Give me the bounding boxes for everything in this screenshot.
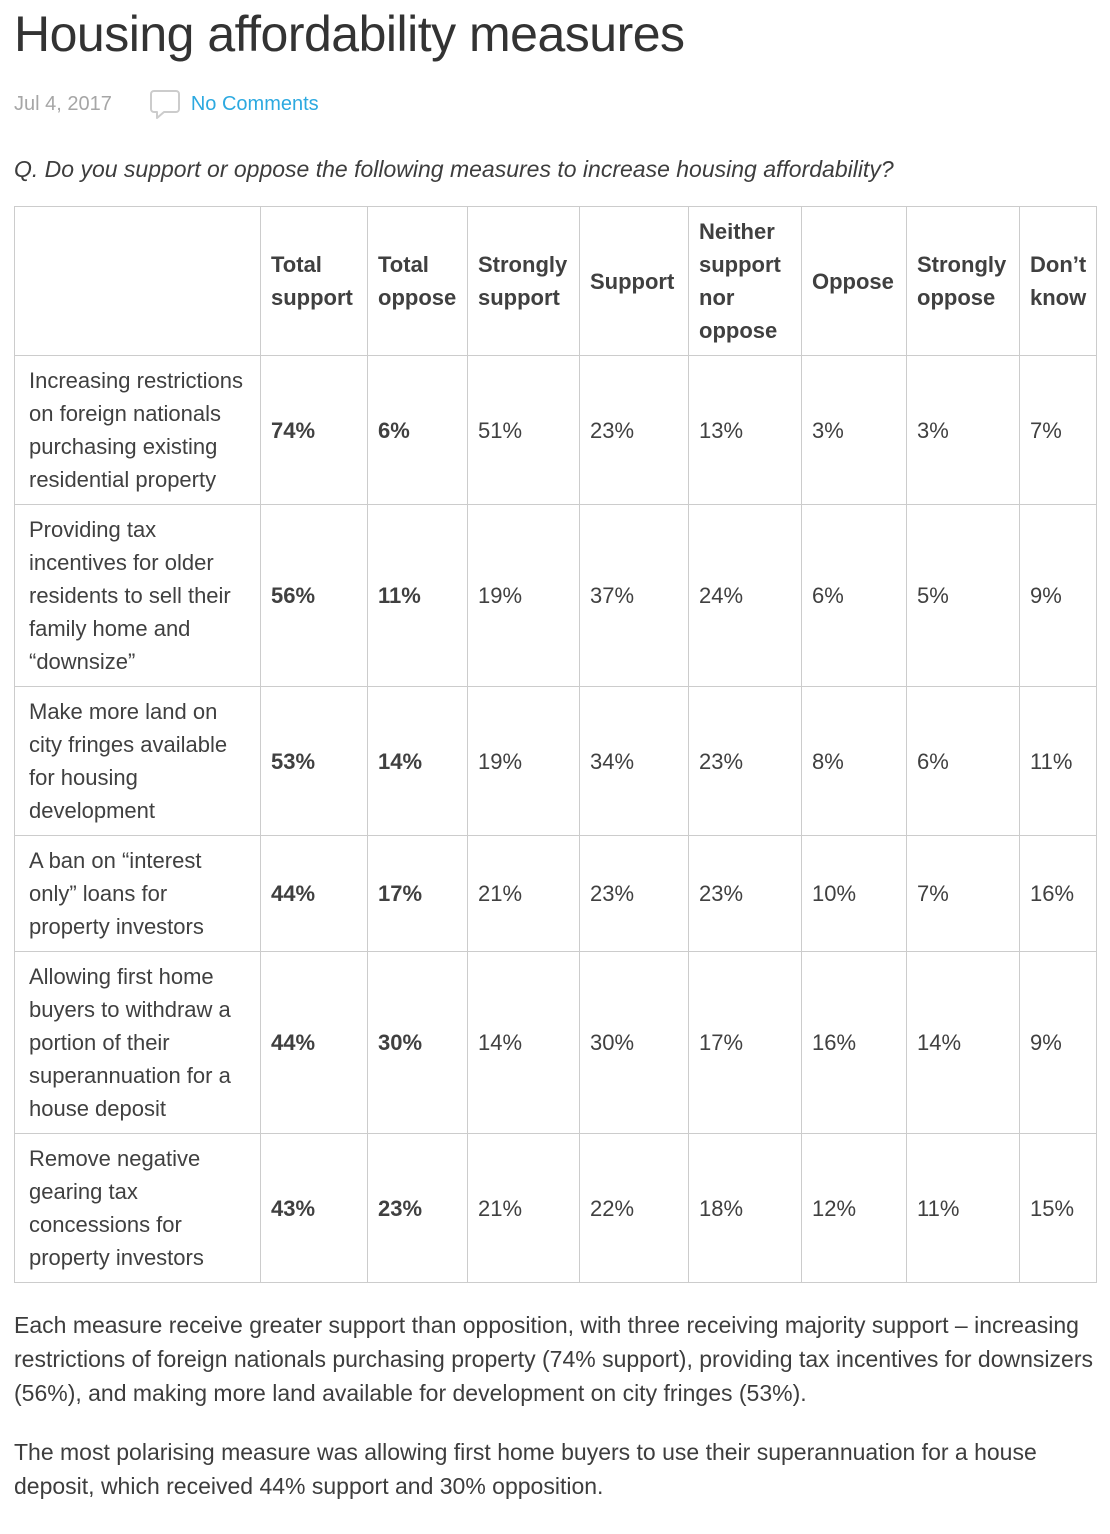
cell-value: 11% <box>367 504 468 688</box>
row-label: A ban on “interest only” loans for prope… <box>14 835 261 953</box>
cell-value: 23% <box>688 835 802 953</box>
cell-value: 8% <box>801 686 907 837</box>
cell-value: 6% <box>906 686 1020 837</box>
table-row: Make more land on city fringes available… <box>14 686 1097 837</box>
cell-value: 15% <box>1019 1133 1097 1284</box>
cell-value: 14% <box>467 951 580 1135</box>
cell-value: 6% <box>801 504 907 688</box>
results-table: Total support Total oppose Strongly supp… <box>14 206 1097 1284</box>
cell-value: 34% <box>579 686 689 837</box>
cell-value: 7% <box>906 835 1020 953</box>
cell-value: 53% <box>260 686 368 837</box>
column-header-support: Support <box>579 206 689 357</box>
cell-value: 16% <box>1019 835 1097 953</box>
row-label: Providing tax incentives for older resid… <box>14 504 261 688</box>
column-header-total-support: Total support <box>260 206 368 357</box>
row-label: Remove negative gearing tax concessions … <box>14 1133 261 1284</box>
column-header-dont-know: Don’t know <box>1019 206 1097 357</box>
cell-value: 9% <box>1019 951 1097 1135</box>
cell-value: 7% <box>1019 355 1097 506</box>
cell-value: 23% <box>367 1133 468 1284</box>
table-row: Providing tax incentives for older resid… <box>14 504 1097 688</box>
analysis-paragraph-2: The most polarising measure was allowing… <box>14 1439 1037 1500</box>
cell-value: 37% <box>579 504 689 688</box>
cell-value: 11% <box>906 1133 1020 1284</box>
cell-value: 44% <box>260 951 368 1135</box>
no-comments-link[interactable]: No Comments <box>149 90 319 119</box>
table-row: Allowing first home buyers to withdraw a… <box>14 951 1097 1135</box>
cell-value: 11% <box>1019 686 1097 837</box>
cell-value: 44% <box>260 835 368 953</box>
cell-value: 43% <box>260 1133 368 1284</box>
cell-value: 3% <box>801 355 907 506</box>
cell-value: 22% <box>579 1133 689 1284</box>
cell-value: 21% <box>467 1133 580 1284</box>
row-label: Increasing restrictions on foreign natio… <box>14 355 261 506</box>
table-row: Increasing restrictions on foreign natio… <box>14 355 1097 506</box>
comment-bubble-icon <box>149 90 180 119</box>
cell-value: 16% <box>801 951 907 1135</box>
cell-value: 17% <box>367 835 468 953</box>
post-date: Jul 4, 2017 <box>14 93 112 115</box>
analysis-paragraph-1: Each measure receive greater support tha… <box>14 1312 1093 1407</box>
row-label: Make more land on city fringes available… <box>14 686 261 837</box>
cell-value: 21% <box>467 835 580 953</box>
cell-value: 9% <box>1019 504 1097 688</box>
cell-value: 6% <box>367 355 468 506</box>
cell-value: 17% <box>688 951 802 1135</box>
column-header-strongly-support: Strongly support <box>467 206 580 357</box>
survey-question: Q. Do you support or oppose the followin… <box>14 156 894 182</box>
cell-value: 12% <box>801 1133 907 1284</box>
cell-value: 14% <box>367 686 468 837</box>
column-header-strongly-oppose: Strongly oppose <box>906 206 1020 357</box>
cell-value: 19% <box>467 504 580 688</box>
cell-value: 23% <box>688 686 802 837</box>
cell-value: 10% <box>801 835 907 953</box>
column-header-oppose: Oppose <box>801 206 907 357</box>
cell-value: 19% <box>467 686 580 837</box>
cell-value: 23% <box>579 835 689 953</box>
post-meta: Jul 4, 2017 No Comments <box>14 90 1096 119</box>
cell-value: 3% <box>906 355 1020 506</box>
no-comments-label: No Comments <box>190 93 319 115</box>
table-row: Remove negative gearing tax concessions … <box>14 1133 1097 1284</box>
cell-value: 14% <box>906 951 1020 1135</box>
cell-value: 24% <box>688 504 802 688</box>
cell-value: 18% <box>688 1133 802 1284</box>
cell-value: 30% <box>579 951 689 1135</box>
cell-value: 30% <box>367 951 468 1135</box>
page-title: Housing affordability measures <box>14 6 685 62</box>
column-header-empty <box>14 206 261 357</box>
cell-value: 51% <box>467 355 580 506</box>
row-label: Allowing first home buyers to withdraw a… <box>14 951 261 1135</box>
cell-value: 74% <box>260 355 368 506</box>
table-row: A ban on “interest only” loans for prope… <box>14 835 1097 953</box>
column-header-neither: Neither support nor oppose <box>688 206 802 357</box>
cell-value: 56% <box>260 504 368 688</box>
cell-value: 23% <box>579 355 689 506</box>
cell-value: 13% <box>688 355 802 506</box>
column-header-total-oppose: Total oppose <box>367 206 468 357</box>
cell-value: 5% <box>906 504 1020 688</box>
header-row: Total support Total oppose Strongly supp… <box>14 206 1097 357</box>
